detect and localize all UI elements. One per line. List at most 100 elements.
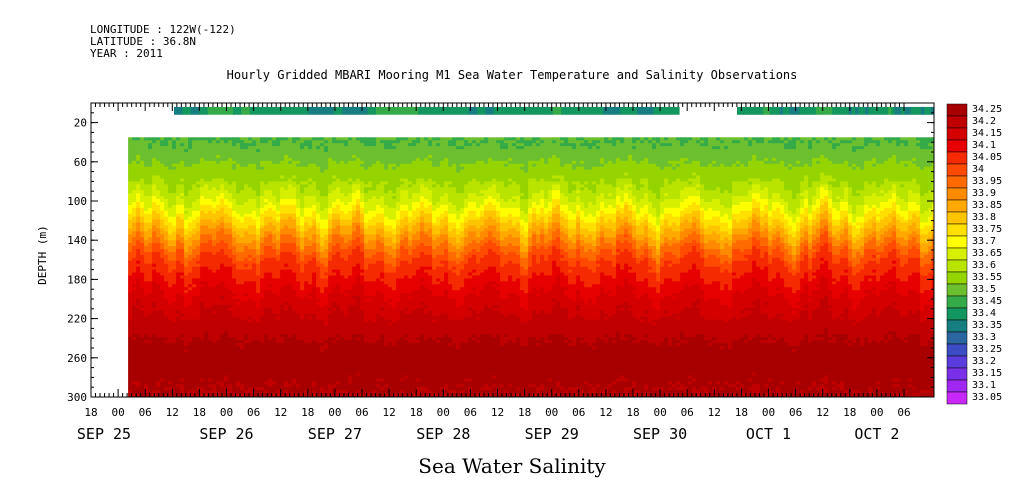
heat-cell <box>808 219 813 227</box>
heat-cell <box>768 381 773 391</box>
heat-cell <box>896 213 901 221</box>
heat-cell <box>136 387 141 397</box>
heat-cell <box>848 140 853 144</box>
heat-cell <box>208 204 213 212</box>
heat-cell <box>472 219 477 227</box>
heat-cell <box>768 343 773 379</box>
heat-cell <box>724 260 729 271</box>
heat-cell <box>788 140 793 150</box>
surface-cell <box>897 106 902 115</box>
heat-cell <box>764 340 769 344</box>
heat-cell <box>860 254 865 259</box>
heat-cell <box>848 234 853 241</box>
heat-cell <box>272 337 277 382</box>
heat-cell <box>600 178 605 194</box>
heat-cell <box>932 181 934 185</box>
heat-cell <box>888 199 893 209</box>
heat-cell <box>880 290 885 312</box>
heat-cell <box>920 275 925 294</box>
heat-cell <box>908 137 913 162</box>
heat-cell <box>256 149 261 153</box>
heat-cell <box>240 237 245 244</box>
heat-cell <box>240 348 245 385</box>
surface-cell <box>645 106 655 115</box>
heat-cell <box>764 384 769 388</box>
heat-cell <box>252 249 257 259</box>
heat-cell <box>824 140 829 159</box>
heat-cell <box>480 334 485 388</box>
heat-cell <box>784 234 789 244</box>
heat-cell <box>680 240 685 247</box>
heat-cell <box>228 310 233 338</box>
surface-cell <box>802 106 807 115</box>
heat-cell <box>816 269 821 285</box>
heat-cell <box>296 313 301 341</box>
heat-cell <box>928 237 933 247</box>
heat-cell <box>460 166 465 171</box>
heat-cell <box>776 287 781 291</box>
heat-cell <box>420 196 425 203</box>
heat-cell <box>420 281 425 285</box>
heat-cell <box>664 278 669 297</box>
heat-cell <box>472 240 477 250</box>
heat-cell <box>476 393 481 397</box>
heat-cell <box>360 193 365 203</box>
heat-cell <box>140 254 145 274</box>
heat-cell <box>192 319 197 338</box>
heat-cell <box>528 337 533 385</box>
heat-cell <box>668 146 673 162</box>
heat-cell <box>304 146 309 168</box>
heat-cell <box>612 207 617 215</box>
heat-cell <box>588 269 593 288</box>
heat-cell <box>520 266 525 277</box>
heat-cell <box>424 266 429 271</box>
heat-cell <box>436 266 441 280</box>
heat-cell <box>784 201 789 215</box>
heat-cell <box>760 225 765 232</box>
heat-cell <box>632 184 637 197</box>
heat-cell <box>712 240 717 250</box>
heat-cell <box>244 216 249 230</box>
heat-cell <box>804 216 809 227</box>
heat-cell <box>468 181 473 194</box>
heat-cell <box>220 137 225 141</box>
heat-cell <box>792 254 797 262</box>
heat-cell <box>616 381 621 397</box>
heat-cell <box>468 337 473 379</box>
heat-cell <box>684 137 689 144</box>
heat-cell <box>364 201 369 215</box>
heat-cell <box>132 334 137 338</box>
heat-cell <box>588 169 593 191</box>
heat-cell <box>600 237 605 250</box>
heat-cell <box>840 140 845 144</box>
heat-cell <box>744 210 749 221</box>
heat-cell <box>132 160 137 182</box>
heat-cell <box>832 343 837 382</box>
heat-cell <box>492 137 497 162</box>
heat-cell <box>576 210 581 218</box>
heat-cell <box>536 313 541 341</box>
heat-cell <box>888 137 893 144</box>
heat-cell <box>260 316 265 344</box>
heat-cell <box>480 204 485 212</box>
heat-cell <box>416 257 421 271</box>
heat-cell <box>376 378 381 382</box>
heat-cell <box>748 222 753 230</box>
heat-cell <box>472 290 477 294</box>
heat-cell <box>812 246 817 250</box>
heat-cell <box>728 240 733 247</box>
heat-cell <box>580 201 585 212</box>
heat-cell <box>540 246 545 256</box>
heat-cell <box>352 184 357 194</box>
heat-cell <box>624 222 629 230</box>
heat-cell <box>680 137 685 147</box>
heat-cell <box>192 287 197 297</box>
heat-cell <box>364 187 369 194</box>
heat-cell <box>612 237 617 247</box>
heat-cell <box>592 343 597 347</box>
heat-cell <box>148 228 153 238</box>
heat-cell <box>532 393 537 397</box>
heat-cell <box>828 137 833 141</box>
heat-cell <box>384 393 389 397</box>
heat-cell <box>184 275 189 288</box>
